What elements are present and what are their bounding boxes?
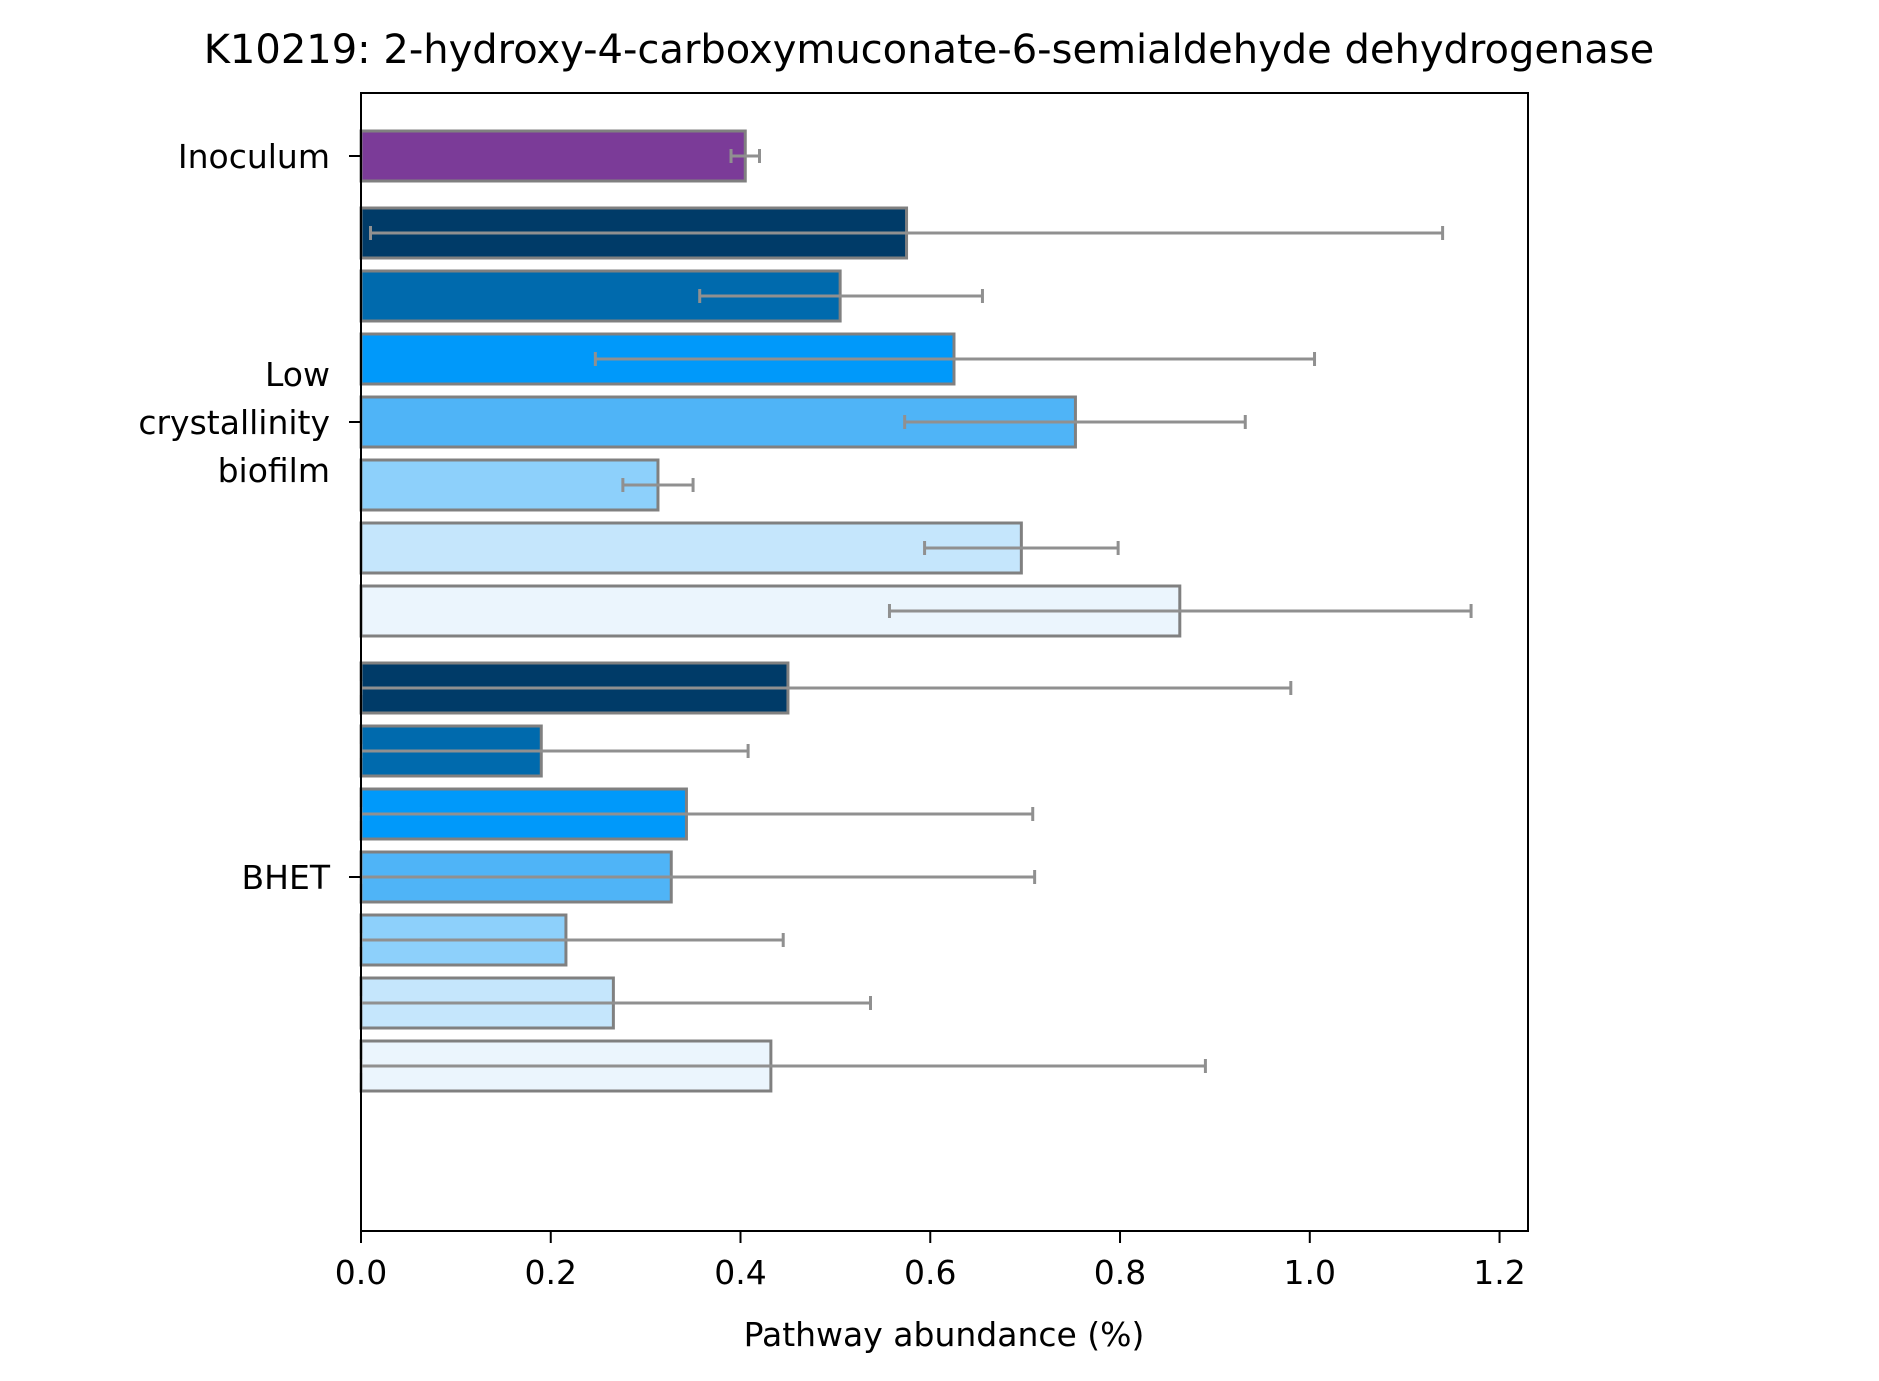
errorbars-layer — [359, 149, 1473, 1073]
x-axis: 0.0 0.2 0.4 0.6 0.8 1.0 1.2 — [335, 1231, 1526, 1292]
x-tick-label: 1.2 — [1473, 1253, 1525, 1292]
bar-group1-4 — [359, 458, 660, 512]
x-tick-label: 0.8 — [1094, 1253, 1146, 1292]
chart-title: K10219: 2-hydroxy-4-carboxymuconate-6-se… — [204, 27, 1655, 73]
y-tick-label-line: BHET — [242, 858, 331, 897]
x-tick-label: 0.2 — [525, 1253, 577, 1292]
y-tick-label-line: Inoculum — [178, 137, 330, 176]
bar-group1-5 — [359, 521, 1023, 575]
y-tick-label-line: crystallinity — [138, 403, 330, 442]
x-tick-label: 0.6 — [904, 1253, 956, 1292]
y-axis: Inoculum Low crystallinity biofilm BHET — [138, 137, 361, 897]
x-tick-label: 0.0 — [335, 1253, 387, 1292]
x-tick-label: 0.4 — [714, 1253, 766, 1292]
plot-frame — [360, 92, 1529, 1232]
y-tick-label-line: Low — [265, 355, 330, 394]
y-tick-label-line: biofilm — [218, 451, 330, 490]
y-tick-label: BHET — [242, 858, 331, 897]
y-tick-label: Low crystallinity biofilm — [138, 355, 330, 490]
bar-group0-0 — [359, 129, 747, 183]
x-tick-label: 1.0 — [1284, 1253, 1336, 1292]
y-tick-label: Inoculum — [178, 137, 330, 176]
x-axis-label: Pathway abundance (%) — [744, 1315, 1145, 1354]
